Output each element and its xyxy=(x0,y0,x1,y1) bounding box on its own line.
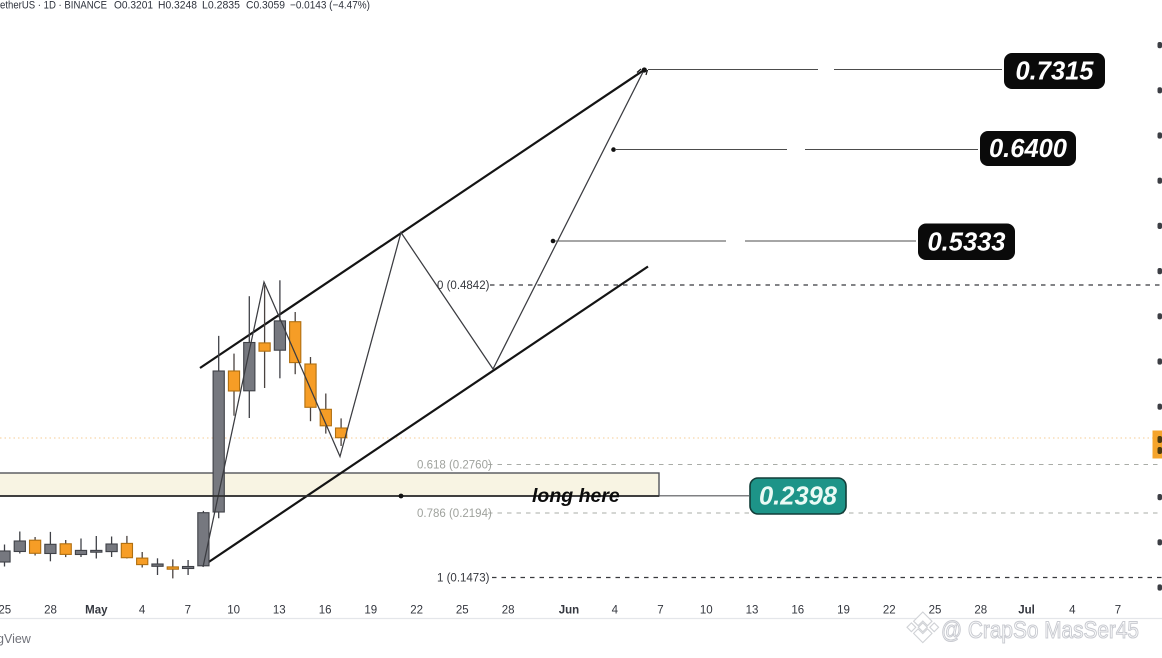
svg-text:Jun: Jun xyxy=(559,605,579,617)
svg-text:0.618 (0.2760): 0.618 (0.2760) xyxy=(417,460,492,472)
svg-text:7: 7 xyxy=(657,605,663,617)
svg-text:L0.2835: L0.2835 xyxy=(202,0,240,12)
svg-text:25: 25 xyxy=(929,605,942,617)
svg-text:19: 19 xyxy=(364,605,377,617)
svg-text:0.2398: 0.2398 xyxy=(759,483,838,511)
svg-text:10: 10 xyxy=(227,605,240,617)
svg-text:C0.3059: C0.3059 xyxy=(246,0,285,12)
svg-text:16: 16 xyxy=(791,605,804,617)
svg-text:25: 25 xyxy=(456,605,469,617)
svg-text:4: 4 xyxy=(1069,605,1076,617)
svg-text:28: 28 xyxy=(44,605,57,617)
svg-text:13: 13 xyxy=(273,605,286,617)
svg-text:long here: long here xyxy=(532,485,620,507)
svg-text:0.5333: 0.5333 xyxy=(928,229,1006,257)
svg-text:−0.0143 (−4.47%): −0.0143 (−4.47%) xyxy=(290,0,370,12)
svg-text:28: 28 xyxy=(974,605,987,617)
svg-text:0.6400: 0.6400 xyxy=(989,135,1067,163)
svg-text:7: 7 xyxy=(1115,605,1121,617)
svg-text:0.7315: 0.7315 xyxy=(1016,58,1095,86)
svg-text:25: 25 xyxy=(0,605,11,617)
svg-text:May: May xyxy=(85,605,108,617)
svg-text:4: 4 xyxy=(612,605,619,617)
svg-text:gView: gView xyxy=(0,632,32,646)
svg-text:16: 16 xyxy=(319,605,332,617)
svg-text:O0.3201: O0.3201 xyxy=(114,0,153,12)
svg-text:etherUS · 1D · BINANCE: etherUS · 1D · BINANCE xyxy=(0,0,107,12)
svg-text:22: 22 xyxy=(883,605,896,617)
svg-text:1 (0.1473): 1 (0.1473) xyxy=(437,573,490,585)
svg-text:0.786 (0.2194): 0.786 (0.2194) xyxy=(417,508,492,520)
svg-text:7: 7 xyxy=(185,605,191,617)
svg-text:H0.3248: H0.3248 xyxy=(158,0,197,12)
svg-text:10: 10 xyxy=(700,605,713,617)
svg-text:19: 19 xyxy=(837,605,850,617)
svg-text:28: 28 xyxy=(502,605,515,617)
svg-text:@ CrapSo MasSer45: @ CrapSo MasSer45 xyxy=(941,617,1139,644)
svg-text:13: 13 xyxy=(746,605,759,617)
svg-text:4: 4 xyxy=(139,605,146,617)
svg-text:Jul: Jul xyxy=(1018,605,1035,617)
svg-text:22: 22 xyxy=(410,605,423,617)
svg-text:0 (0.4842): 0 (0.4842) xyxy=(437,280,490,292)
